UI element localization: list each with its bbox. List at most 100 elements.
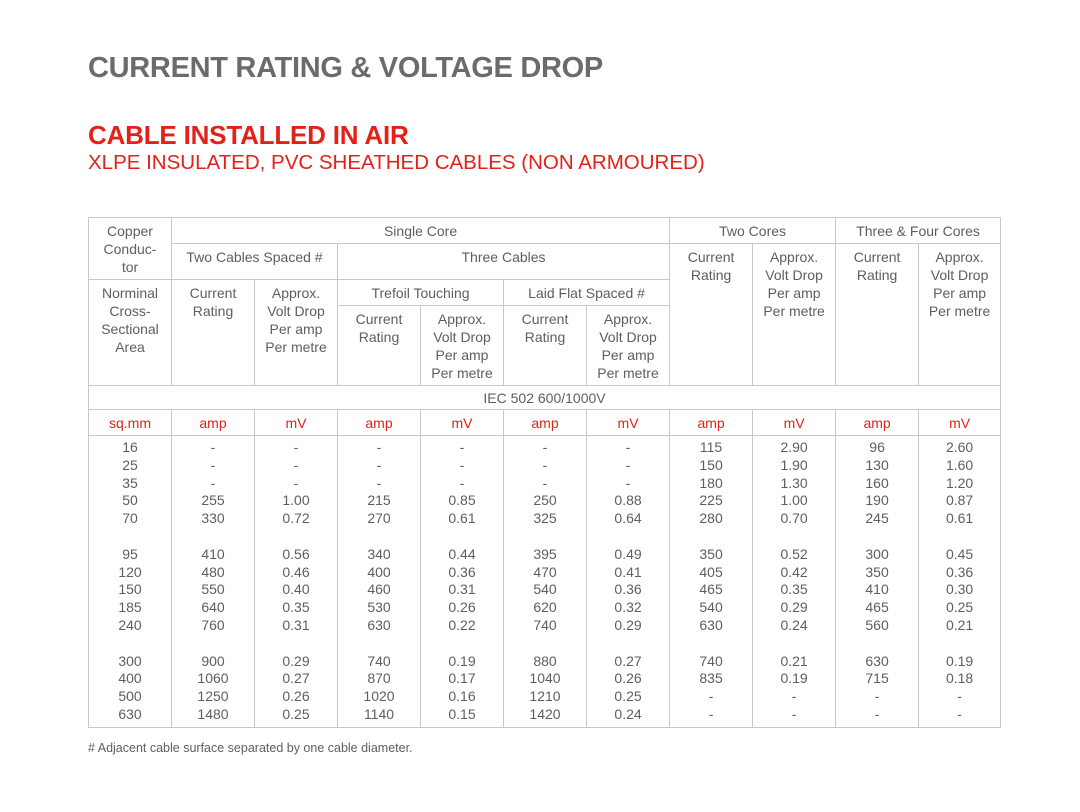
- unit-cell: amp: [835, 409, 920, 436]
- table-cell: 0.19: [780, 670, 808, 687]
- header-two-cables-spaced: Two Cables Spaced #: [171, 243, 338, 280]
- header-text: Per metre: [928, 303, 991, 319]
- group-spacer: [755, 528, 833, 546]
- table-cell: -: [210, 474, 216, 491]
- table-cell: 395: [533, 545, 557, 562]
- table-cell: 0.17: [448, 670, 476, 687]
- table-cell: -: [791, 705, 797, 722]
- table-cell: 1.00: [780, 492, 808, 509]
- header-text: Current: [687, 249, 735, 265]
- table-cell: 0.15: [448, 705, 476, 722]
- table-cell: -: [708, 705, 714, 722]
- group-spacer: [174, 635, 252, 653]
- header-single-core: Single Core: [170, 217, 671, 244]
- table-cell: 550: [201, 581, 225, 598]
- units-row: sq.mm amp mV amp mV amp mV amp mV amp mV: [88, 409, 1002, 436]
- header-text: Volt Drop: [599, 329, 657, 345]
- table-cell: 1020: [363, 688, 395, 705]
- header-text: Approx.: [271, 285, 321, 301]
- table-cell: 1.60: [945, 456, 974, 473]
- table-cell: 0.49: [614, 545, 642, 562]
- table-cell: 0.36: [448, 563, 476, 580]
- table-cell: -: [210, 439, 216, 455]
- section-subtitle: XLPE INSULATED, PVC SHEATHED CABLES (NON…: [88, 151, 705, 174]
- unit-cell: mV: [254, 409, 338, 436]
- table-cell: -: [874, 688, 880, 705]
- table-cell: 900: [201, 652, 225, 669]
- group-spacer: [838, 528, 916, 546]
- group-spacer: [257, 635, 335, 653]
- group-spacer: [506, 635, 584, 653]
- table-cell: -: [542, 456, 548, 473]
- data-row: 16 25 35 50 70 95 120 150 185 240 300 400 500 630- - -2…: [88, 435, 1002, 728]
- table-cell: 280: [699, 510, 723, 527]
- header-text: Rating: [358, 329, 400, 345]
- current-rating-table: Copper Conduc- tor Single Core Two Cores…: [87, 217, 1002, 728]
- header-trefoil-touching: Trefoil Touching: [337, 279, 504, 306]
- header-text: Approx.: [437, 311, 487, 327]
- header-text: Current: [521, 311, 569, 327]
- table-cell: 0.61: [945, 510, 974, 527]
- table-cell: 410: [201, 545, 225, 562]
- table-cell: 465: [699, 581, 723, 598]
- header-text: Per amp: [601, 347, 655, 363]
- table-cell: 0.35: [282, 599, 310, 616]
- header-copper-conductor: Copper Conduc- tor: [88, 217, 172, 280]
- table-cell: 300: [865, 545, 889, 562]
- table-cell: -: [874, 705, 880, 722]
- table-cell: 0.21: [780, 652, 808, 669]
- data-column-three-four-amp: 96 130 160 190 245 300 350 410 465 560 630 715- -: [835, 435, 920, 728]
- header-text: Per amp: [435, 347, 489, 363]
- table-cell: 250: [533, 492, 557, 509]
- header-text: Volt Drop: [433, 329, 491, 345]
- data-column-flat-amp: - - -250 325 395 470 540 620 740 880 1040 1210 1420: [503, 435, 587, 728]
- table-cell: 50: [122, 492, 138, 509]
- group-spacer: [838, 635, 916, 653]
- table-cell: 325: [533, 510, 557, 527]
- header-text: Cross-: [109, 303, 151, 319]
- table-cell: 0.26: [282, 688, 310, 705]
- header-text: Sectional: [101, 321, 159, 337]
- table-cell: 0.24: [614, 705, 642, 722]
- table-cell: 1210: [529, 688, 561, 705]
- table-cell: -: [293, 439, 299, 455]
- table-cell: 880: [533, 652, 557, 669]
- header-flat-volt-drop: Approx. Volt Drop Per amp Per metre: [585, 305, 671, 386]
- table-cell: 715: [865, 670, 889, 687]
- table-cell: 225: [699, 492, 723, 509]
- group-spacer: [921, 635, 998, 653]
- table-cell: 340: [367, 545, 391, 562]
- table-cell: 215: [367, 492, 391, 509]
- table-cell: 460: [367, 581, 391, 598]
- header-three-four-volt-drop: Approx. Volt Drop Per amp Per metre: [918, 243, 1002, 386]
- header-text: Per metre: [763, 303, 825, 319]
- header-text: Approx.: [603, 311, 653, 327]
- table-cell: 0.26: [614, 670, 642, 687]
- table-cell: 0.61: [448, 510, 476, 527]
- table-cell: 180: [699, 474, 723, 491]
- table-cell: 0.40: [282, 581, 310, 598]
- table-cell: 0.85: [448, 492, 476, 509]
- table-cell: -: [542, 474, 548, 491]
- table-cell: 0.42: [780, 563, 808, 580]
- header-text: Per metre: [265, 339, 327, 355]
- standard-row: IEC 502 600/1000V: [87, 385, 1002, 410]
- header-text: Per metre: [597, 365, 659, 381]
- header-text: Copper: [107, 223, 153, 239]
- table-cell: 245: [865, 510, 889, 527]
- table-cell: 120: [118, 563, 142, 580]
- table-cell: -: [625, 456, 631, 473]
- table-cell: 0.21: [945, 616, 974, 633]
- table-cell: 150: [118, 581, 142, 598]
- group-spacer: [506, 528, 584, 546]
- group-spacer: [91, 635, 169, 653]
- table-cell: 0.87: [945, 492, 974, 509]
- header-text: Rating: [856, 267, 898, 283]
- table-cell: -: [542, 439, 548, 455]
- table-cell: 410: [865, 581, 889, 598]
- header-text: Approx.: [769, 249, 819, 265]
- table-cell: -: [791, 688, 797, 705]
- table-cell: 2.60: [945, 439, 974, 455]
- table-cell: 0.88: [614, 492, 642, 509]
- table-cell: -: [957, 688, 962, 705]
